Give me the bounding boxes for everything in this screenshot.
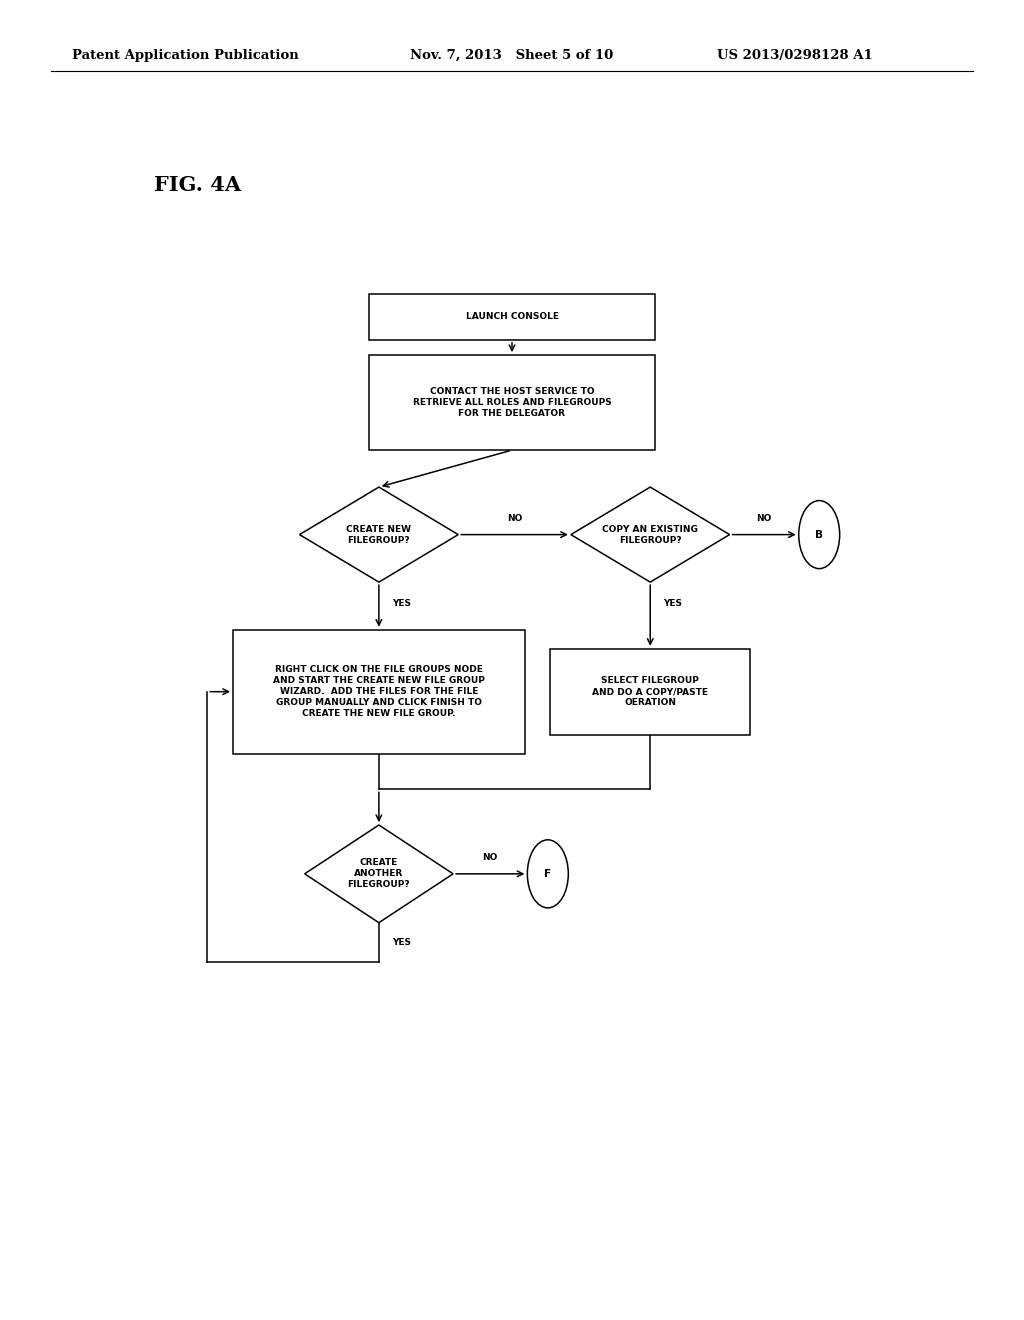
FancyBboxPatch shape (551, 649, 750, 734)
FancyBboxPatch shape (369, 293, 655, 339)
Polygon shape (305, 825, 453, 923)
Text: FIG. 4A: FIG. 4A (154, 174, 241, 195)
Text: US 2013/0298128 A1: US 2013/0298128 A1 (717, 49, 872, 62)
Text: Patent Application Publication: Patent Application Publication (72, 49, 298, 62)
Text: F: F (545, 869, 551, 879)
FancyBboxPatch shape (369, 355, 655, 450)
Text: YES: YES (392, 599, 411, 607)
Text: NO: NO (507, 515, 522, 523)
Text: YES: YES (392, 939, 411, 946)
Text: CREATE NEW
FILEGROUP?: CREATE NEW FILEGROUP? (346, 524, 412, 545)
Text: CONTACT THE HOST SERVICE TO
RETRIEVE ALL ROLES AND FILEGROUPS
FOR THE DELEGATOR: CONTACT THE HOST SERVICE TO RETRIEVE ALL… (413, 387, 611, 418)
Polygon shape (299, 487, 459, 582)
Text: Nov. 7, 2013   Sheet 5 of 10: Nov. 7, 2013 Sheet 5 of 10 (410, 49, 612, 62)
Text: CREATE
ANOTHER
FILEGROUP?: CREATE ANOTHER FILEGROUP? (347, 858, 411, 890)
Ellipse shape (527, 840, 568, 908)
Text: B: B (815, 529, 823, 540)
Polygon shape (571, 487, 729, 582)
Text: LAUNCH CONSOLE: LAUNCH CONSOLE (466, 313, 558, 321)
Text: RIGHT CLICK ON THE FILE GROUPS NODE
AND START THE CREATE NEW FILE GROUP
WIZARD. : RIGHT CLICK ON THE FILE GROUPS NODE AND … (273, 665, 484, 718)
Text: NO: NO (482, 854, 498, 862)
Text: NO: NO (757, 515, 772, 523)
Text: YES: YES (664, 599, 682, 607)
FancyBboxPatch shape (233, 630, 524, 754)
Ellipse shape (799, 500, 840, 569)
Text: SELECT FILEGROUP
AND DO A COPY/PASTE
OERATION: SELECT FILEGROUP AND DO A COPY/PASTE OER… (592, 676, 709, 708)
Text: COPY AN EXISTING
FILEGROUP?: COPY AN EXISTING FILEGROUP? (602, 524, 698, 545)
